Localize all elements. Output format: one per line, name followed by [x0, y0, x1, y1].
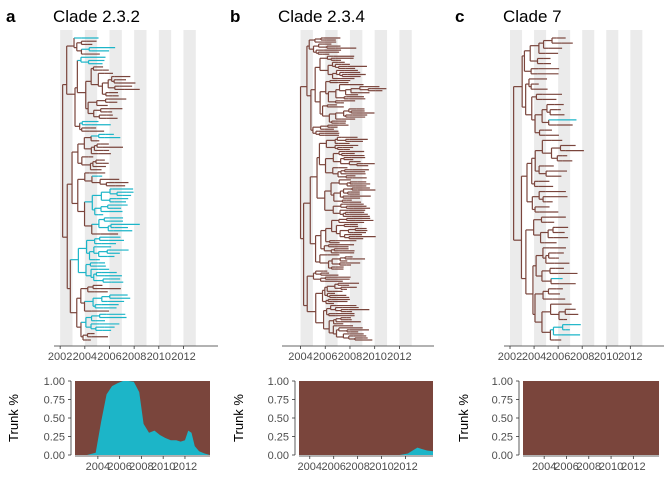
tree-tick-label: 2012 — [618, 351, 642, 363]
year-band — [60, 30, 73, 346]
panel-letter-c: c — [455, 7, 464, 26]
trunk-area-chart-c — [523, 381, 659, 455]
area-y-tick-label: 0.25 — [44, 432, 65, 444]
area-y-tick-label: 0.00 — [268, 450, 289, 462]
area-x-tick-label: 2004 — [532, 461, 556, 473]
panel-b: b Clade 2.3.4 2004 2006 2008 2010 2012 0.000… — [230, 7, 434, 473]
side-branch-area — [299, 381, 433, 455]
tree-year-axis-b: 2004 2006 2008 2010 2012 — [282, 345, 434, 363]
year-band — [374, 30, 388, 346]
area-x-tick-label: 2012 — [393, 461, 417, 473]
area-y-tick-label: 0.25 — [268, 432, 289, 444]
tree-tick-label: 2008 — [338, 351, 362, 363]
tree-tick-label: 2010 — [594, 351, 618, 363]
tree-tick-label: 2010 — [362, 351, 386, 363]
tree-tick-label: 2006 — [546, 351, 570, 363]
phylogeny-tree-a — [62, 37, 140, 341]
tree-tick-label: 2004 — [73, 351, 97, 363]
tree-tick-label: 2008 — [122, 351, 146, 363]
area-y-tick-label: 1.00 — [492, 376, 513, 388]
tree-tick-label: 2010 — [147, 351, 171, 363]
tree-tick-label: 2002 — [48, 351, 72, 363]
area-x-tick-label: 2004 — [298, 461, 322, 473]
year-band — [183, 30, 196, 346]
tree-tick-label: 2008 — [570, 351, 594, 363]
panel-a: a Clade 2.3.2 2002 2004 2006 2008 2010 2012 0… — [6, 7, 218, 473]
tree-tick-label: 2002 — [498, 351, 522, 363]
area-y-tick-label: 0.75 — [44, 395, 65, 407]
area-x-tick-label: 2010 — [369, 461, 393, 473]
area-ylabel-a: Trunk % — [6, 394, 21, 442]
year-bands-c — [510, 30, 643, 346]
year-band — [134, 30, 147, 346]
year-band — [399, 30, 412, 346]
panel-title-c: Clade 7 — [503, 7, 562, 26]
trunk-area — [76, 381, 210, 455]
year-band — [606, 30, 619, 346]
area-axes-b: 0.00 0.25 0.50 0.75 1.00 2004 2006 2008 2010 2012 — [268, 376, 433, 473]
trunk-area-chart-a — [75, 381, 210, 455]
year-band — [510, 30, 523, 346]
area-y-tick-label: 0.50 — [268, 413, 289, 425]
area-x-tick-label: 2004 — [86, 461, 110, 473]
area-y-tick-label: 0.75 — [492, 395, 513, 407]
area-x-tick-label: 2008 — [129, 461, 153, 473]
tree-tick-label: 2004 — [288, 351, 312, 363]
area-x-tick-label: 2010 — [151, 461, 175, 473]
tree-tick-label: 2006 — [313, 351, 337, 363]
year-band — [582, 30, 595, 346]
year-band — [558, 30, 571, 346]
area-x-tick-label: 2008 — [345, 461, 369, 473]
panel-letter-b: b — [230, 7, 240, 26]
area-y-tick-label: 0.75 — [268, 395, 289, 407]
area-y-tick-label: 1.00 — [44, 376, 65, 388]
area-ylabel-b: Trunk % — [231, 394, 246, 442]
area-x-tick-label: 2008 — [577, 461, 601, 473]
panel-title-b: Clade 2.3.4 — [278, 7, 365, 26]
area-ylabel-c: Trunk % — [456, 394, 471, 442]
tree-tick-label: 2004 — [522, 351, 546, 363]
tree-tick-label: 2012 — [171, 351, 195, 363]
panel-letter-a: a — [6, 7, 16, 26]
area-y-tick-label: 1.00 — [268, 376, 289, 388]
panel-title-a: Clade 2.3.2 — [53, 7, 140, 26]
area-x-tick-label: 2006 — [107, 461, 131, 473]
tree-tick-label: 2006 — [97, 351, 121, 363]
tree-year-axis-c: 2002 2004 2006 2008 2010 2012 — [498, 345, 664, 363]
tree-tick-label: 2012 — [387, 351, 411, 363]
area-y-tick-label: 0.00 — [44, 450, 65, 462]
tree-year-axis-a: 2002 2004 2006 2008 2010 2012 — [48, 345, 218, 363]
year-band — [158, 30, 172, 346]
area-y-tick-label: 0.25 — [492, 432, 513, 444]
panel-c: c Clade 7 2002 2004 2006 2008 2010 2012 0.000… — [455, 7, 664, 473]
side-branch-area — [523, 381, 659, 455]
area-y-tick-label: 0.50 — [44, 413, 65, 425]
phylogeny-tree-c — [513, 37, 584, 341]
phylogeny-tree-b — [299, 37, 387, 341]
year-band — [630, 30, 643, 346]
trunk-area — [303, 447, 433, 455]
area-x-tick-label: 2010 — [599, 461, 623, 473]
area-x-tick-label: 2006 — [554, 461, 578, 473]
area-y-tick-label: 0.00 — [492, 450, 513, 462]
area-x-tick-label: 2012 — [621, 461, 645, 473]
trunk-area-chart-b — [299, 381, 433, 455]
area-x-tick-label: 2012 — [173, 461, 197, 473]
area-x-tick-label: 2006 — [321, 461, 345, 473]
year-band — [534, 30, 547, 346]
area-y-tick-label: 0.50 — [492, 413, 513, 425]
